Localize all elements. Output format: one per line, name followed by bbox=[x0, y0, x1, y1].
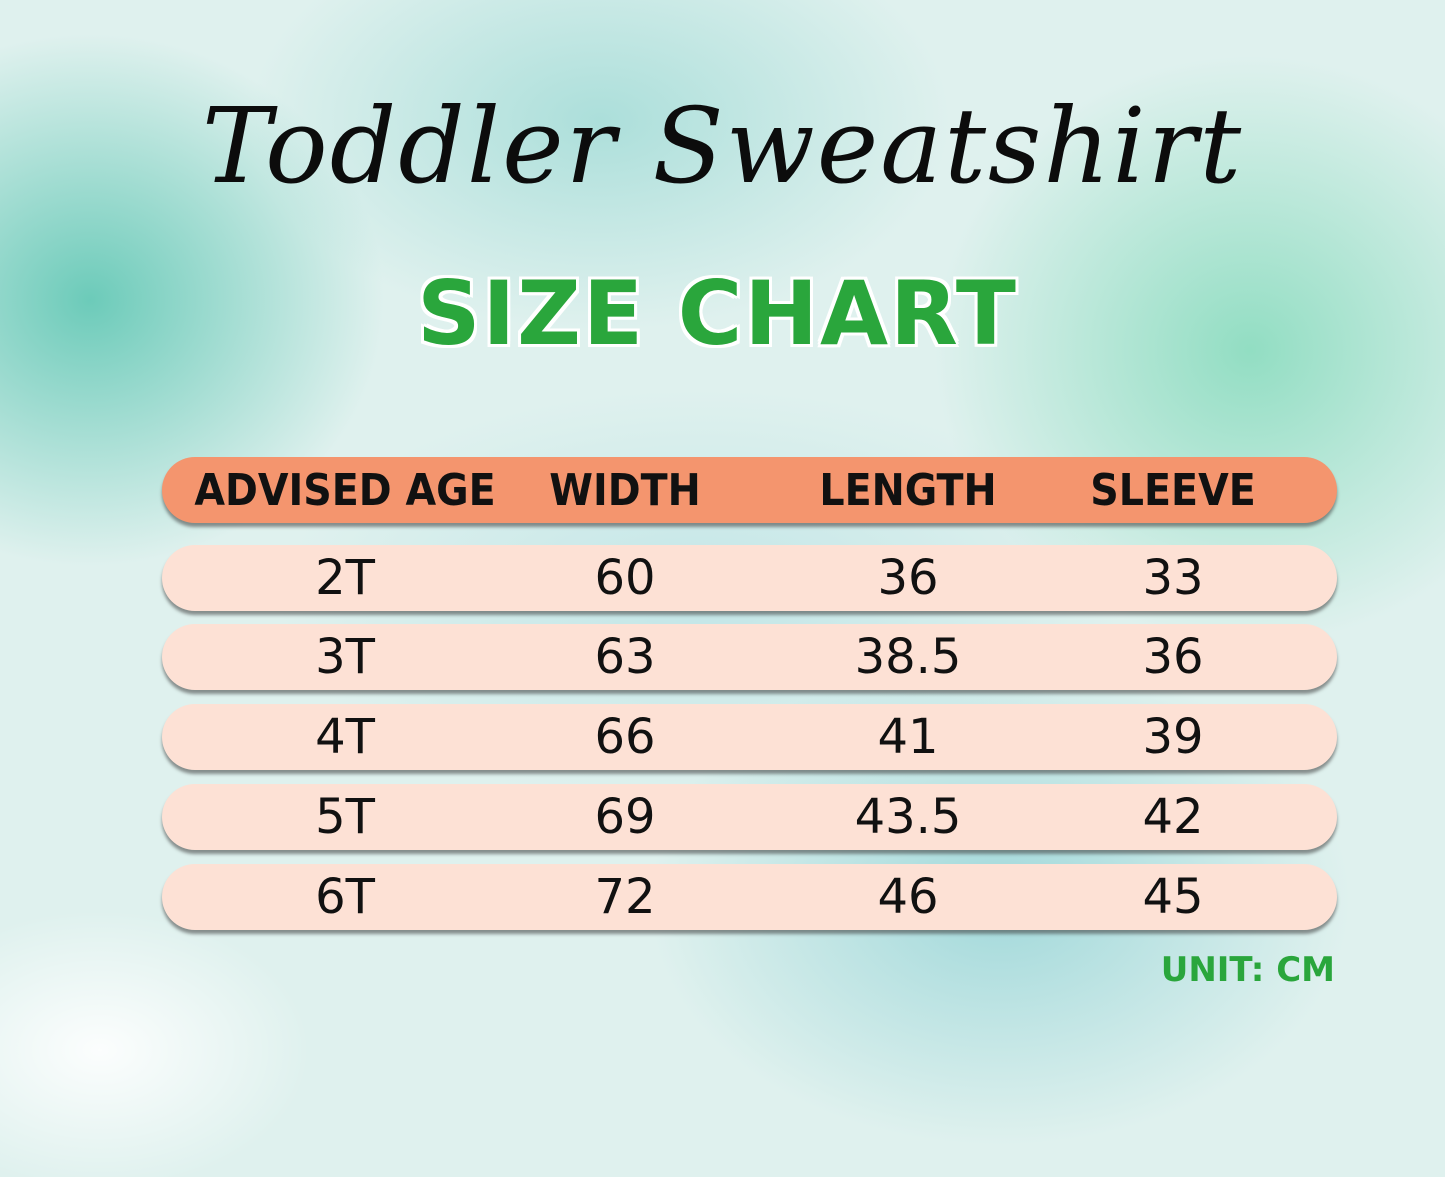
cell-sleeve: 39 bbox=[1142, 709, 1204, 765]
table-row: 6T 72 46 45 bbox=[162, 864, 1337, 930]
table-row: 5T 69 43.5 42 bbox=[162, 784, 1337, 850]
cell-length: 41 bbox=[877, 709, 939, 765]
cell-width: 72 bbox=[594, 869, 656, 925]
cell-sleeve: 42 bbox=[1142, 789, 1204, 845]
cell-age: 2T bbox=[315, 550, 375, 606]
cell-sleeve: 36 bbox=[1142, 629, 1204, 685]
table-row: 3T 63 38.5 36 bbox=[162, 624, 1337, 690]
size-chart-heading: SIZE CHART bbox=[417, 262, 1018, 365]
cell-sleeve: 33 bbox=[1142, 550, 1204, 606]
table-header: ADVISED AGE WIDTH LENGTH SLEEVE bbox=[162, 457, 1337, 523]
cell-age: 5T bbox=[315, 789, 375, 845]
cell-age: 3T bbox=[315, 629, 375, 685]
cell-age: 6T bbox=[315, 869, 375, 925]
cell-sleeve: 45 bbox=[1142, 869, 1204, 925]
cell-width: 63 bbox=[594, 629, 656, 685]
page-title: Toddler Sweatshirt bbox=[201, 85, 1244, 207]
header-width: WIDTH bbox=[549, 464, 701, 516]
cell-width: 66 bbox=[594, 709, 656, 765]
cell-width: 69 bbox=[594, 789, 656, 845]
cell-age: 4T bbox=[315, 709, 375, 765]
header-sleeve: SLEEVE bbox=[1090, 464, 1256, 516]
table-row: 2T 60 36 33 bbox=[162, 545, 1337, 611]
cell-length: 38.5 bbox=[854, 629, 962, 685]
cell-length: 43.5 bbox=[854, 789, 962, 845]
cell-length: 46 bbox=[877, 869, 939, 925]
header-length: LENGTH bbox=[819, 464, 997, 516]
cell-width: 60 bbox=[594, 550, 656, 606]
header-advised-age: ADVISED AGE bbox=[194, 464, 496, 516]
cell-length: 36 bbox=[877, 550, 939, 606]
unit-label: UNIT: CM bbox=[1160, 950, 1335, 990]
table-row: 4T 66 41 39 bbox=[162, 704, 1337, 770]
